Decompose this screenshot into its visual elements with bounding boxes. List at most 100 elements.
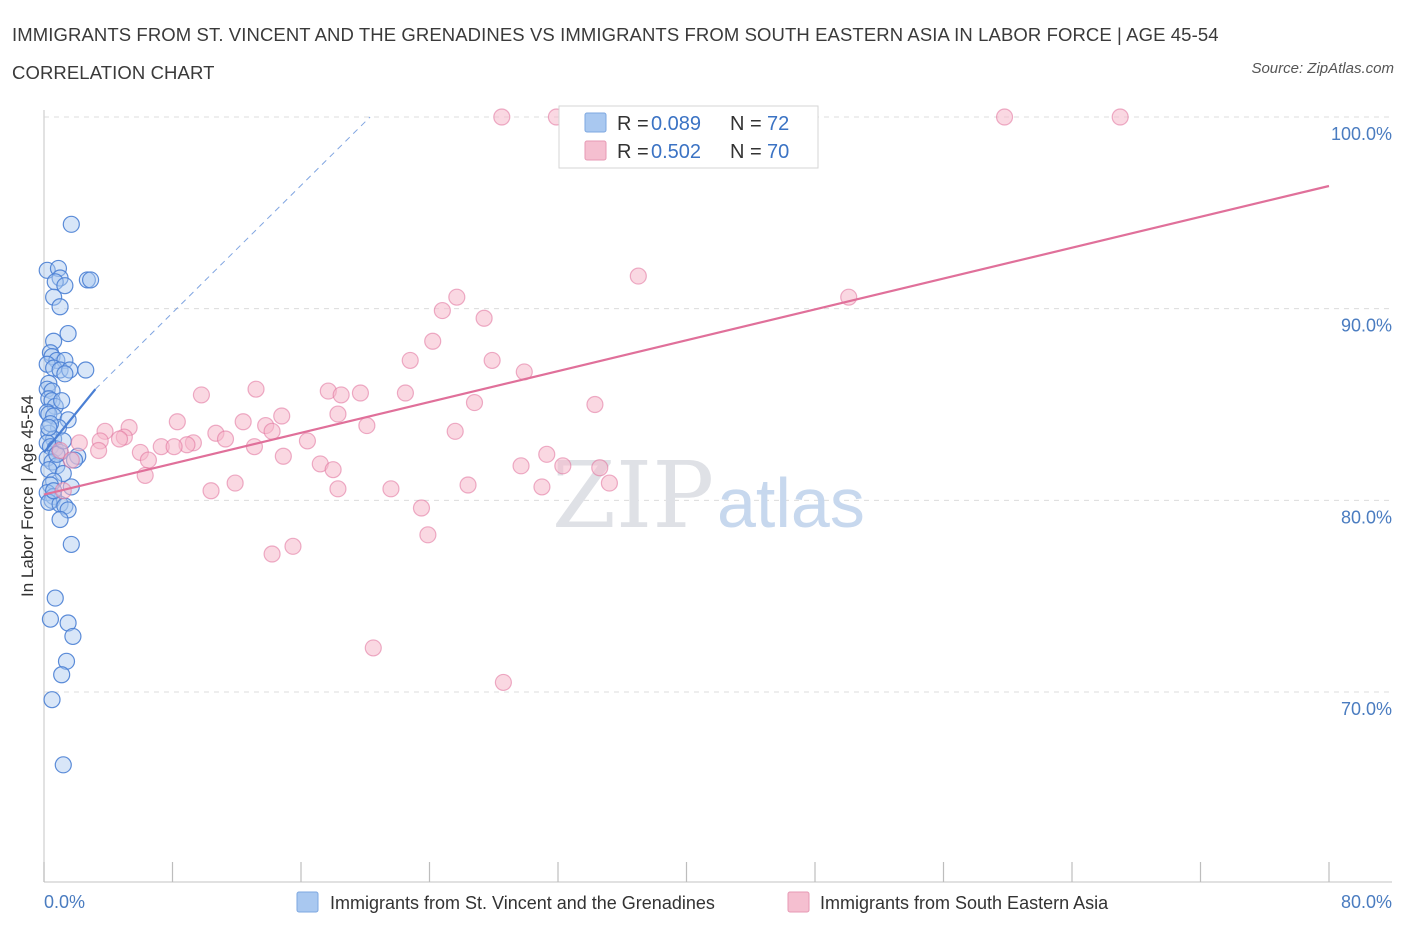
point-blue-5 [81, 271, 100, 289]
watermark-atlas: atlas [717, 464, 865, 542]
point-pink-57 [600, 474, 619, 492]
y-tick-label-80: 80.0% [1341, 507, 1392, 527]
point-pink-2 [995, 108, 1014, 126]
point-pink-10 [401, 351, 419, 370]
point-pink-54 [324, 461, 342, 479]
point-blue-59 [59, 614, 77, 632]
point-pink-0 [493, 108, 511, 126]
point-pink-13 [247, 380, 265, 398]
point-pink-20 [586, 395, 604, 414]
point-pink-36 [298, 432, 317, 450]
trend-line-blue [43, 388, 97, 454]
point-pink-46 [538, 445, 556, 463]
x-tick-label-max: 80.0% [1341, 892, 1392, 912]
point-blue-61 [57, 652, 76, 670]
point-pink-67 [364, 639, 382, 657]
point-blue-55 [51, 510, 69, 529]
point-pink-48 [139, 451, 158, 469]
point-blue-67 [40, 418, 58, 437]
point-pink-22 [273, 407, 291, 425]
point-blue-60 [64, 627, 82, 646]
point-pink-53 [591, 459, 609, 477]
legend-n-value-blue: 72 [767, 113, 789, 135]
watermark: ZIP atlas [552, 442, 865, 549]
point-pink-17 [192, 386, 211, 404]
point-blue-63 [43, 691, 61, 709]
point-pink-23 [168, 413, 186, 431]
point-pink-64 [419, 526, 437, 544]
point-pink-16 [396, 384, 415, 402]
point-blue-9 [51, 298, 69, 316]
point-pink-29 [263, 422, 281, 440]
trend-line-blue-extension [95, 116, 371, 390]
point-pink-24 [234, 413, 252, 431]
legend-swatch-pink [584, 140, 607, 161]
bottom-legend-swatch-blue [296, 891, 319, 913]
bottom-legend-label-blue: Immigrants from St. Vincent and the Gren… [330, 893, 715, 913]
y-tick-label-100: 100.0% [1331, 124, 1392, 144]
point-pink-34 [110, 430, 129, 448]
legend-r-value-pink: 0.502 [651, 141, 701, 163]
legend-swatch-blue [584, 112, 607, 133]
legend-r-value-blue: 0.089 [651, 113, 701, 135]
point-pink-5 [448, 288, 466, 306]
point-pink-26 [358, 416, 376, 435]
legend-r-label-pink: R = [617, 141, 649, 163]
point-pink-19 [465, 393, 484, 412]
bottom-legend-label-pink: Immigrants from South Eastern Asia [820, 893, 1109, 913]
point-pink-18 [332, 386, 350, 404]
point-pink-15 [351, 384, 370, 402]
legend-n-label-pink: N = [730, 141, 762, 163]
point-pink-7 [433, 301, 451, 320]
legend-r-label-blue: R = [617, 113, 649, 135]
bottom-legend-swatch-pink [787, 891, 810, 913]
trend-line-pink [43, 184, 1330, 496]
trend-lines [43, 116, 1330, 496]
point-blue-57 [46, 589, 64, 607]
y-axis-title: In Labor Force | Age 45-54 [18, 395, 37, 597]
point-pink-9 [424, 332, 442, 350]
point-blue-20 [77, 361, 95, 379]
point-pink-42 [245, 438, 264, 456]
series-pink-points [51, 108, 1129, 692]
point-pink-44 [90, 441, 108, 460]
point-pink-47 [274, 447, 292, 465]
chart-title: IMMIGRANTS FROM ST. VINCENT AND THE GREN… [12, 24, 1219, 83]
watermark-zip: ZIP [552, 442, 714, 549]
y-tick-labels: 70.0% 80.0% 90.0% 100.0% [1331, 124, 1392, 719]
point-pink-4 [629, 267, 647, 285]
x-ticks [43, 862, 1330, 882]
point-pink-59 [533, 478, 551, 496]
point-pink-51 [512, 457, 530, 475]
point-blue-62 [53, 666, 71, 684]
point-blue-21 [56, 365, 74, 383]
point-pink-61 [382, 480, 400, 498]
point-blue-64 [54, 756, 72, 774]
point-pink-30 [446, 422, 464, 440]
point-pink-8 [475, 309, 493, 327]
legend-n-label-blue: N = [730, 113, 762, 135]
point-pink-11 [483, 351, 501, 370]
point-pink-60 [329, 480, 347, 498]
point-pink-33 [216, 430, 235, 448]
point-pink-56 [226, 474, 244, 492]
x-tick-label-min: 0.0% [44, 892, 85, 912]
point-pink-49 [62, 451, 80, 469]
legend-n-value-pink: 70 [767, 141, 789, 163]
point-pink-3 [1111, 108, 1129, 126]
point-pink-58 [459, 476, 477, 494]
y-tick-label-70: 70.0% [1341, 699, 1392, 719]
grid-lines [44, 116, 1392, 693]
y-tick-label-90: 90.0% [1341, 316, 1392, 336]
point-pink-21 [329, 405, 347, 423]
point-pink-66 [263, 545, 281, 563]
point-pink-43 [51, 441, 69, 460]
point-pink-52 [554, 457, 572, 475]
point-pink-41 [165, 438, 183, 456]
point-blue-66 [53, 392, 71, 410]
point-blue-0 [62, 215, 80, 233]
point-pink-65 [284, 537, 302, 555]
bottom-legend: Immigrants from St. Vincent and the Gren… [296, 891, 1109, 913]
point-blue-56 [62, 535, 80, 554]
